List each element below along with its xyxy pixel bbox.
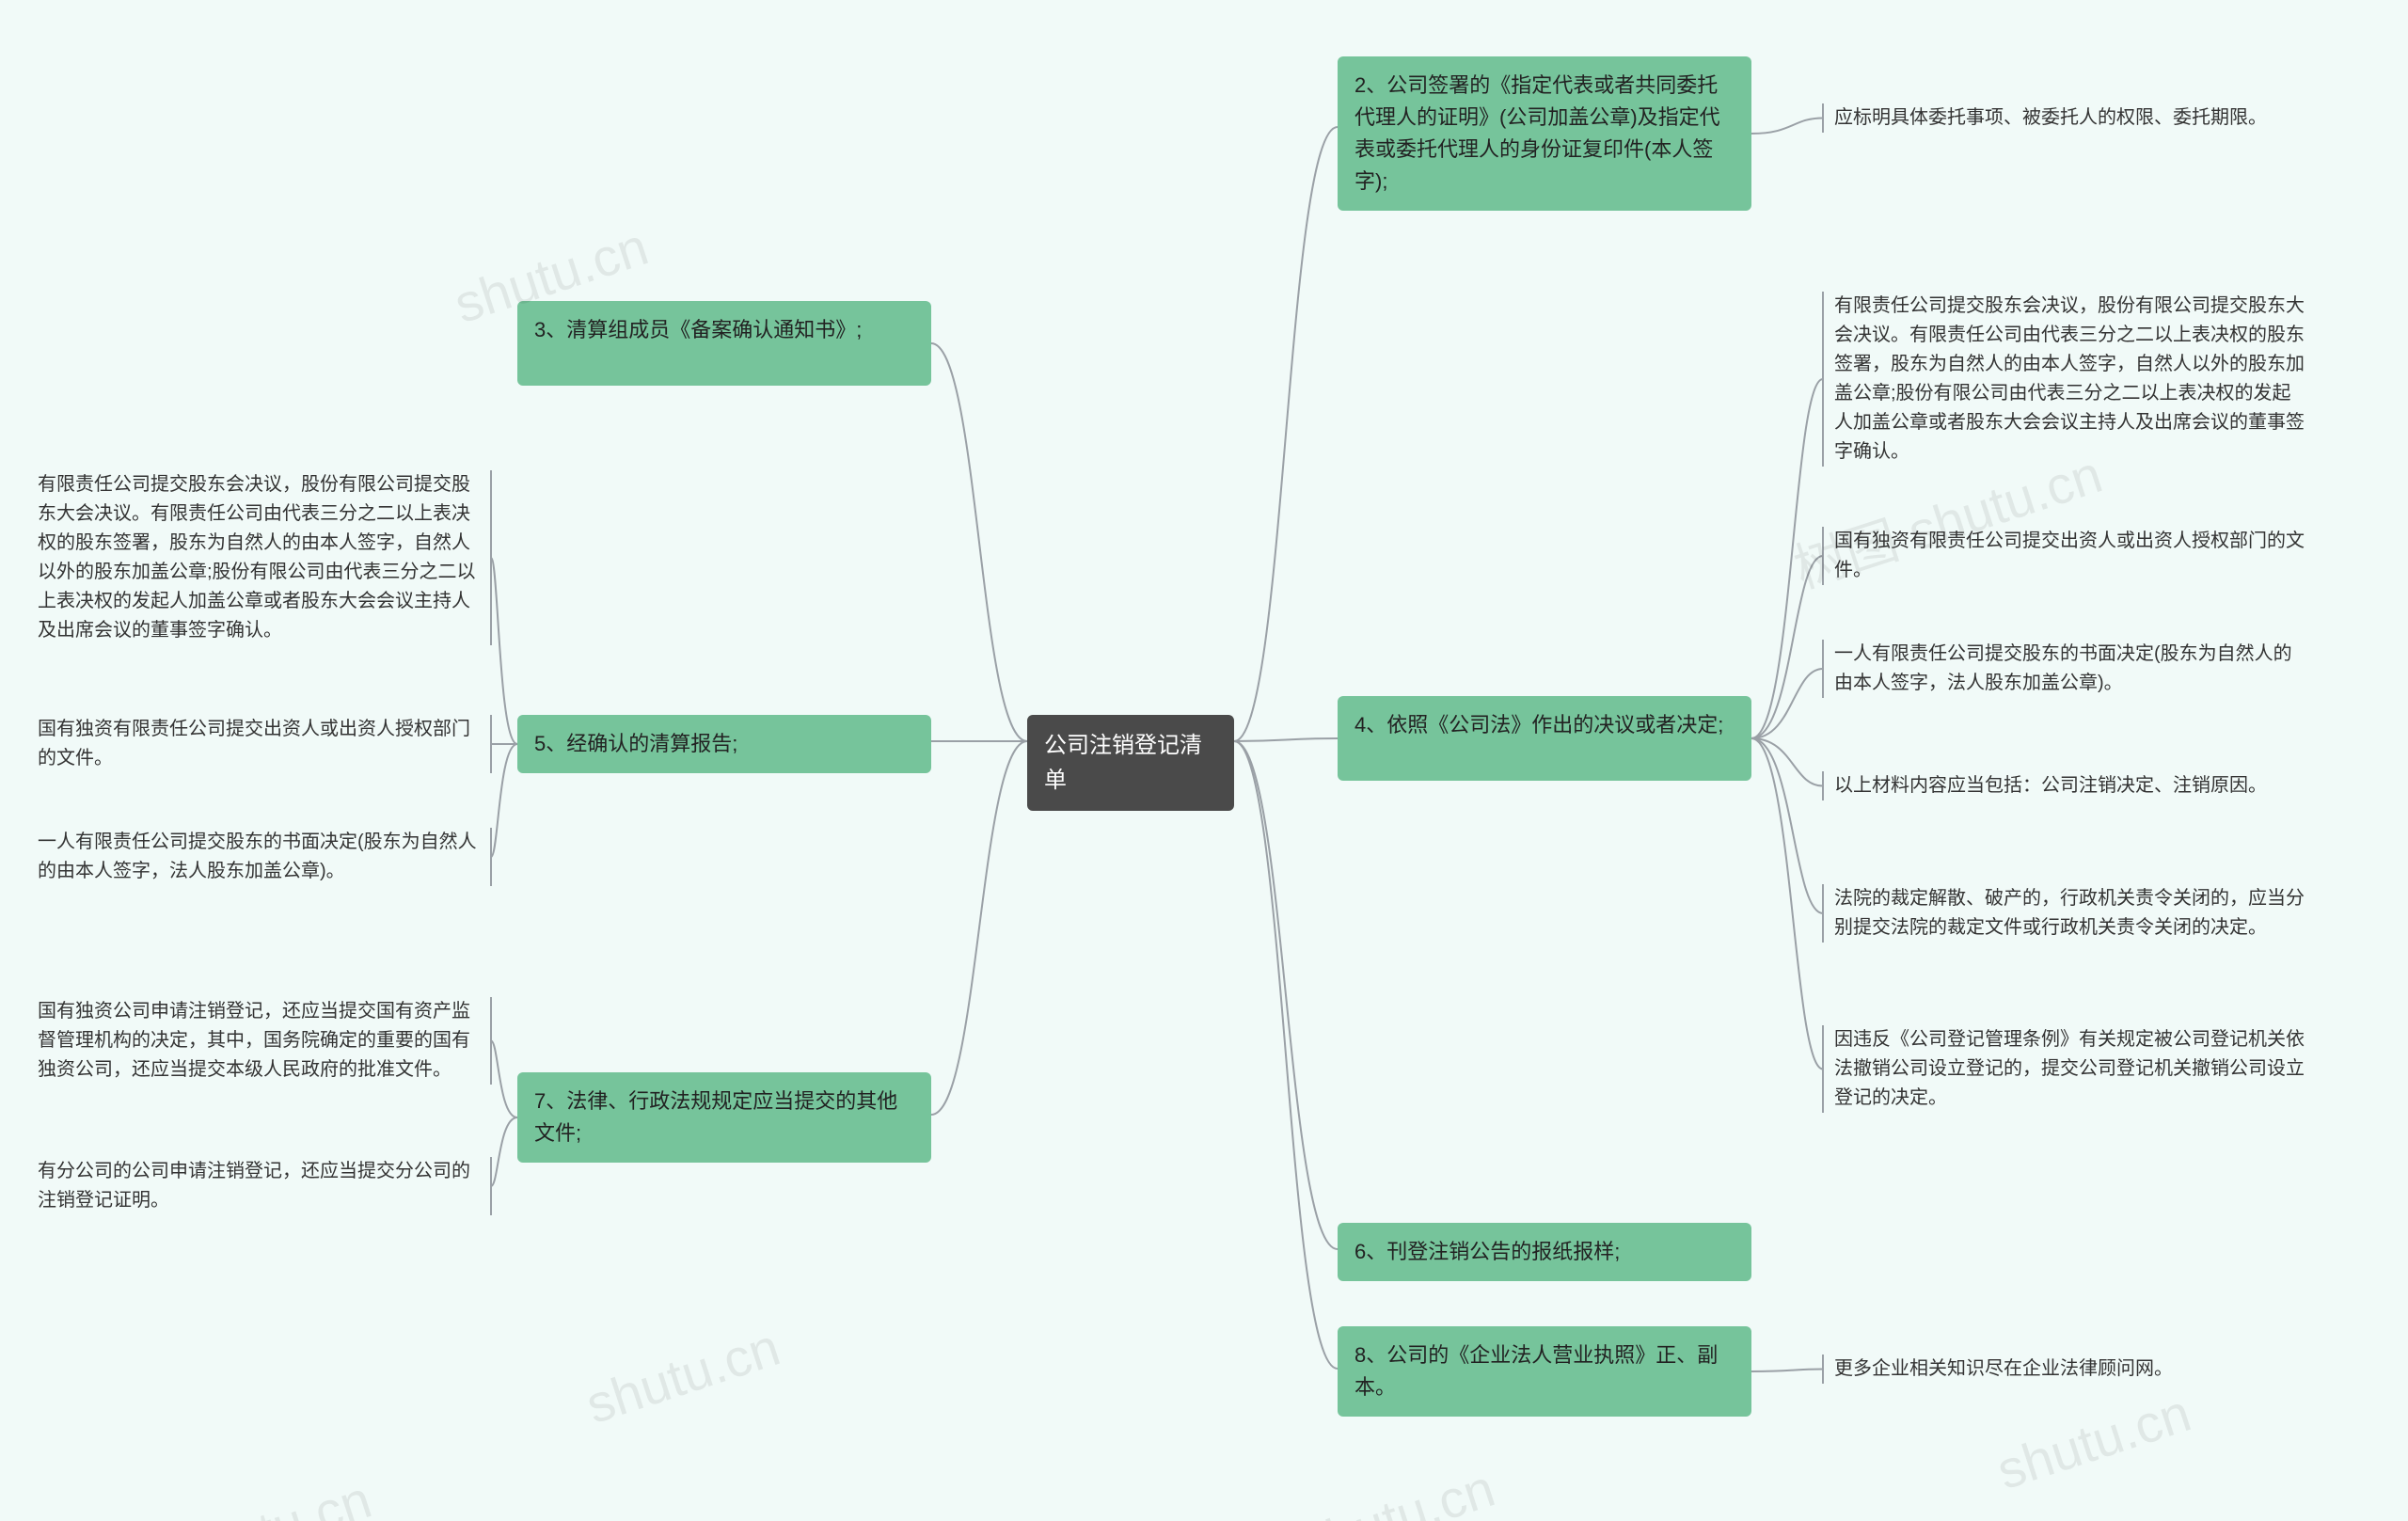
branch-node-b8[interactable]: 8、公司的《企业法人营业执照》正、副本。 [1338, 1326, 1751, 1417]
leaf-node-b4-2: 一人有限责任公司提交股东的书面决定(股东为自然人的由本人签字，法人股东加盖公章)… [1834, 640, 2305, 698]
leaf-node-b4-5: 因违反《公司登记管理条例》有关规定被公司登记机关依法撤销公司设立登记的，提交公司… [1834, 1025, 2305, 1113]
leaf-node-b5-1: 国有独资有限责任公司提交出资人或出资人授权部门的文件。 [38, 715, 480, 773]
branch-node-b4[interactable]: 4、依照《公司法》作出的决议或者决定; [1338, 696, 1751, 781]
mindmap-center-node[interactable]: 公司注销登记清单 [1027, 715, 1234, 811]
leaf-node-b4-1: 国有独资有限责任公司提交出资人或出资人授权部门的文件。 [1834, 527, 2305, 585]
leaf-node-b4-0: 有限责任公司提交股东会决议，股份有限公司提交股东大会决议。有限责任公司由代表三分… [1834, 292, 2305, 467]
leaf-node-b7-1: 有分公司的公司申请注销登记，还应当提交分公司的注销登记证明。 [38, 1157, 480, 1215]
leaf-node-b4-4: 法院的裁定解散、破产的，行政机关责令关闭的，应当分别提交法院的裁定文件或行政机关… [1834, 884, 2305, 943]
branch-node-b2[interactable]: 2、公司签署的《指定代表或者共同委托代理人的证明》(公司加盖公章)及指定代表或委… [1338, 56, 1751, 211]
branch-node-b5[interactable]: 5、经确认的清算报告; [517, 715, 931, 773]
leaf-node-b5-2: 一人有限责任公司提交股东的书面决定(股东为自然人的由本人签字，法人股东加盖公章)… [38, 828, 480, 886]
leaf-node-b2-0: 应标明具体委托事项、被委托人的权限、委托期限。 [1834, 103, 2267, 133]
branch-node-b7[interactable]: 7、法律、行政法规规定应当提交的其他文件; [517, 1072, 931, 1163]
leaf-node-b7-0: 国有独资公司申请注销登记，还应当提交国有资产监督管理机构的决定，其中，国务院确定… [38, 997, 480, 1085]
branch-node-b6[interactable]: 6、刊登注销公告的报纸报样; [1338, 1223, 1751, 1281]
leaf-node-b5-0: 有限责任公司提交股东会决议，股份有限公司提交股东大会决议。有限责任公司由代表三分… [38, 470, 480, 645]
leaf-node-b8-0: 更多企业相关知识尽在企业法律顾问网。 [1834, 1355, 2267, 1384]
branch-node-b3[interactable]: 3、清算组成员《备案确认通知书》; [517, 301, 931, 386]
leaf-node-b4-3: 以上材料内容应当包括：公司注销决定、注销原因。 [1834, 771, 2305, 800]
